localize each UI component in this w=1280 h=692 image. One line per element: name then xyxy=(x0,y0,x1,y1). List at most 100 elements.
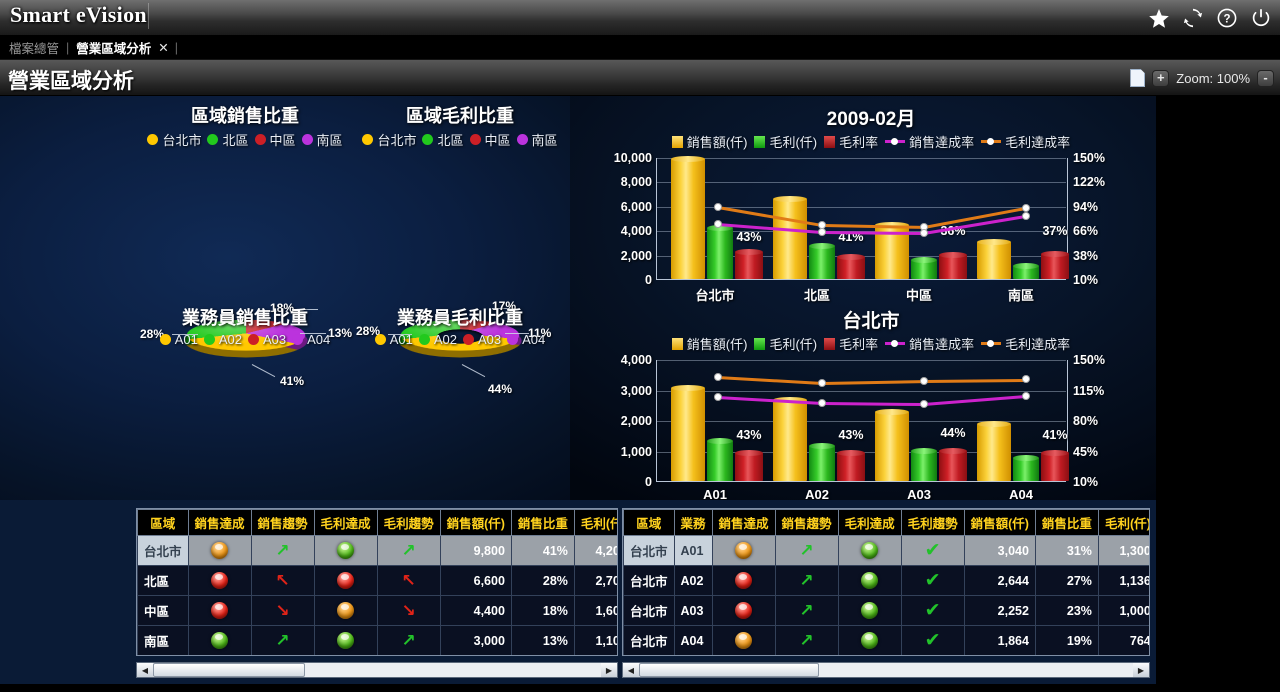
cell-profit-amount: 1,136 xyxy=(1097,565,1149,596)
scroll-right-icon[interactable]: ▶ xyxy=(1133,663,1149,677)
table-row[interactable]: 台北市 A04 ↗ ✔ 1,864 19% 764 xyxy=(623,625,1149,655)
favorite-star-icon[interactable] xyxy=(1148,7,1170,29)
document-icon[interactable] xyxy=(1130,69,1146,87)
close-icon[interactable]: ✕ xyxy=(158,41,169,55)
cell-sales-status xyxy=(711,565,776,596)
power-icon[interactable] xyxy=(1250,7,1272,29)
line-node[interactable] xyxy=(920,377,928,385)
table-row[interactable]: 台北市 ↗ ↗ 9,800 41% 4,200 xyxy=(137,535,617,566)
line-node[interactable] xyxy=(920,400,928,408)
bar-margin[interactable] xyxy=(735,450,763,481)
bar-value-label: 37% xyxy=(1042,224,1068,238)
status-light-green-icon xyxy=(861,602,879,619)
cell-profit-trend: ↗ xyxy=(376,625,441,655)
bar-sales[interactable] xyxy=(977,239,1011,279)
scroll-track[interactable] xyxy=(639,663,1133,677)
bar-margin[interactable] xyxy=(939,448,967,481)
zoom-toolbar: + Zoom: 100% - xyxy=(1130,60,1274,96)
bar-margin[interactable] xyxy=(837,254,865,279)
bar-margin[interactable] xyxy=(939,252,967,279)
line-node[interactable] xyxy=(1022,204,1030,212)
bar-sales[interactable] xyxy=(875,409,909,481)
cell-profit-amount: 2,700 xyxy=(573,565,617,596)
line-node[interactable] xyxy=(818,399,826,407)
table-row[interactable]: 中區 ↘ ↘ 4,400 18% 1,600 xyxy=(137,595,617,626)
line-node[interactable] xyxy=(1022,212,1030,220)
scroll-left-icon[interactable]: ◀ xyxy=(137,663,153,677)
bar-margin[interactable] xyxy=(837,450,865,481)
bar-profit[interactable] xyxy=(1013,454,1039,481)
bar-margin[interactable] xyxy=(735,249,763,279)
line-profit-rate xyxy=(821,224,925,229)
line-node[interactable] xyxy=(714,373,722,381)
scroll-track[interactable] xyxy=(153,663,601,677)
chart-taipei-combo: 台北市 銷售額(仟) 毛利(仟) 毛利率 銷售達成率 毛利達成率 0 1,000… xyxy=(586,302,1156,502)
legend-label: 南區 xyxy=(531,133,558,148)
svg-text:?: ? xyxy=(1223,14,1230,26)
bar-sales[interactable] xyxy=(773,195,807,279)
line-node[interactable] xyxy=(818,379,826,387)
bar-sales[interactable] xyxy=(671,156,705,279)
legend-swatch xyxy=(301,134,313,145)
bar-sales[interactable] xyxy=(977,421,1011,481)
bar-sales[interactable] xyxy=(671,385,705,481)
legend-item: 南區 xyxy=(516,130,558,149)
table-left-container: 區域 銷售達成 銷售趨勢 毛利達成 毛利趨勢 銷售額(仟) 銷售比重 毛利(仟)… xyxy=(136,508,618,656)
zoom-in-button[interactable]: + xyxy=(1152,69,1170,87)
cell-profit-amount: 1,100 xyxy=(573,625,617,655)
table-row[interactable]: 台北市 A02 ↗ ✔ 2,644 27% 1,136 xyxy=(623,565,1149,596)
table-left-hscrollbar[interactable]: ◀ ▶ xyxy=(136,662,618,678)
bar-profit[interactable] xyxy=(809,243,835,279)
legend-item: A01 xyxy=(159,332,198,347)
col-rep: 業務 xyxy=(673,509,713,536)
zoom-out-button[interactable]: - xyxy=(1257,69,1274,87)
line-node[interactable] xyxy=(714,203,722,211)
refresh-icon[interactable] xyxy=(1182,7,1204,29)
y2-tick: 150% xyxy=(1073,353,1105,367)
scroll-right-icon[interactable]: ▶ xyxy=(601,663,617,677)
legend-item: 中區 xyxy=(254,130,296,149)
line-node[interactable] xyxy=(818,228,826,236)
line-node[interactable] xyxy=(714,220,722,228)
line-node[interactable] xyxy=(1022,375,1030,383)
legend-swatch xyxy=(469,134,481,145)
cell-profit-amount: 4,200 xyxy=(573,535,617,566)
table-row[interactable]: 台北市 A01 ↗ ✔ 3,040 31% 1,300 xyxy=(623,535,1149,566)
line-node[interactable] xyxy=(920,229,928,237)
bar-margin[interactable] xyxy=(1041,251,1069,279)
table-row[interactable]: 台北市 A03 ↗ ✔ 2,252 23% 1,000 xyxy=(623,595,1149,626)
table-right-hscrollbar[interactable]: ◀ ▶ xyxy=(622,662,1150,678)
bar-sales[interactable] xyxy=(773,397,807,481)
tables-region: 區域 銷售達成 銷售趨勢 毛利達成 毛利趨勢 銷售額(仟) 銷售比重 毛利(仟)… xyxy=(0,500,1156,692)
line-sales-rate xyxy=(821,402,925,407)
legend-swatch xyxy=(507,334,519,345)
cell-sales-share: 27% xyxy=(1034,565,1099,596)
bar-value-label: 43% xyxy=(736,230,762,244)
line-node[interactable] xyxy=(714,393,722,401)
scroll-thumb[interactable] xyxy=(639,663,819,677)
bar-profit[interactable] xyxy=(911,447,937,481)
bar-profit[interactable] xyxy=(707,438,733,481)
help-icon[interactable]: ? xyxy=(1216,7,1238,29)
cell-sales-trend: ↗ xyxy=(774,595,839,626)
bar-margin[interactable] xyxy=(1041,450,1069,481)
bar-profit[interactable] xyxy=(1013,262,1039,279)
chart-region-combo: 2009-02月 銷售額(仟) 毛利(仟) 毛利率 銷售達成率 毛利達成率 0 … xyxy=(586,100,1156,303)
legend-swatch xyxy=(981,338,1002,349)
tab-file-manager[interactable]: 檔案總管 xyxy=(9,42,60,56)
line-node[interactable] xyxy=(1022,392,1030,400)
table-row[interactable]: 北區 ↖ ↖ 6,600 28% 2,700 xyxy=(137,565,617,596)
scroll-left-icon[interactable]: ◀ xyxy=(623,663,639,677)
bar-profit[interactable] xyxy=(911,256,937,279)
scroll-thumb[interactable] xyxy=(153,663,305,677)
check-icon: ✔ xyxy=(924,630,941,651)
tab-sales-region-analysis[interactable]: 營業區域分析 xyxy=(76,42,152,56)
bar-profit[interactable] xyxy=(809,443,835,481)
trend-up-icon: ↗ xyxy=(799,541,814,560)
col-region: 區域 xyxy=(137,509,189,536)
bar-profit[interactable] xyxy=(707,224,733,279)
legend-swatch xyxy=(374,334,386,345)
legend-item: 毛利率 xyxy=(824,334,878,353)
table-row[interactable]: 南區 ↗ ↗ 3,000 13% 1,100 xyxy=(137,625,617,655)
